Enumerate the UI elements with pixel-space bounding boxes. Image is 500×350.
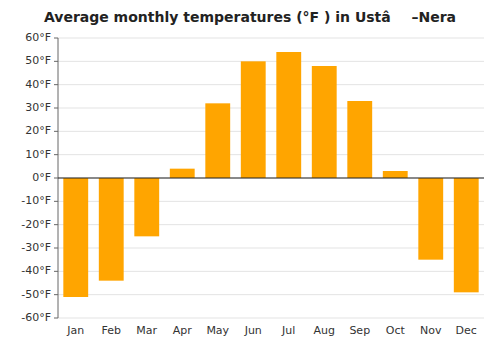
- title: Average monthly temperatures (°F ) in Us…: [44, 9, 456, 25]
- tick-label: Jul: [281, 324, 295, 337]
- bar: [276, 52, 301, 178]
- bar: [170, 169, 195, 178]
- tick-mark: [54, 201, 58, 202]
- grid-line: [58, 61, 484, 62]
- tick-label: -40°F: [21, 264, 51, 277]
- tick-label: 60°F: [25, 31, 51, 44]
- tick-label: -50°F: [21, 288, 51, 301]
- grid-line: [58, 84, 484, 85]
- tick-label: Oct: [386, 324, 406, 337]
- grid-line: [58, 154, 484, 155]
- tick-label: Sep: [349, 324, 370, 337]
- bar: [63, 178, 88, 297]
- grid-line: [58, 318, 484, 319]
- tick-mark: [54, 108, 58, 109]
- tick-label: Nov: [420, 324, 442, 337]
- tick-label: 30°F: [25, 101, 51, 114]
- tick-mark: [54, 224, 58, 225]
- bar: [312, 66, 337, 178]
- tick-mark: [54, 38, 58, 39]
- tick-label: -30°F: [21, 241, 51, 254]
- tick-mark: [54, 61, 58, 62]
- tick-label: 0°F: [32, 171, 51, 184]
- tick-label: Aug: [314, 324, 335, 337]
- tick-label: Mar: [136, 324, 157, 337]
- bar: [99, 178, 124, 281]
- tick-mark: [54, 248, 58, 249]
- bar: [418, 178, 443, 260]
- bar: [241, 61, 266, 178]
- tick-label: -60°F: [21, 311, 51, 324]
- tick-label: 20°F: [25, 124, 51, 137]
- tick-label: Feb: [102, 324, 121, 337]
- tick-label: -10°F: [21, 194, 51, 207]
- tick-label: Apr: [173, 324, 193, 337]
- bar: [454, 178, 479, 292]
- tick-label: 10°F: [25, 148, 51, 161]
- grid: [58, 38, 484, 318]
- tick-label: May: [206, 324, 229, 337]
- x-axis: Jan Feb Mar Apr May Jun Jul Aug Sep Oct Nov Dec: [66, 324, 477, 337]
- grid-line: [58, 108, 484, 109]
- tick-label: 50°F: [25, 54, 51, 67]
- chart-container: -60°F -50°F -40°F -30°F -20°F -10°F 0°F 10°F 20°…: [0, 0, 500, 350]
- bar: [347, 101, 372, 178]
- tick-label: Dec: [456, 324, 477, 337]
- chart: -60°F -50°F -40°F -30°F -20°F -10°F 0°F 10°F 20°…: [0, 0, 500, 350]
- tick-label: 40°F: [25, 78, 51, 91]
- tick-mark: [54, 131, 58, 132]
- tick-mark: [54, 178, 58, 179]
- grid-line: [58, 294, 484, 295]
- grid-line: [58, 38, 484, 39]
- tick-mark: [54, 271, 58, 272]
- bar: [383, 171, 408, 178]
- grid-line: [58, 178, 484, 179]
- bars: [63, 52, 478, 297]
- tick-label: Jun: [244, 324, 262, 337]
- tick-mark: [54, 318, 58, 319]
- tick-label: Jan: [66, 324, 84, 337]
- grid-line: [58, 131, 484, 132]
- tick-mark: [54, 294, 58, 295]
- tick-mark: [54, 154, 58, 155]
- bar: [134, 178, 159, 236]
- y-axis: -60°F -50°F -40°F -30°F -20°F -10°F 0°F 10°F 20°…: [21, 31, 58, 324]
- tick-label: -20°F: [21, 218, 51, 231]
- tick-mark: [54, 84, 58, 85]
- bar: [205, 103, 230, 178]
- zero-line: [58, 177, 484, 178]
